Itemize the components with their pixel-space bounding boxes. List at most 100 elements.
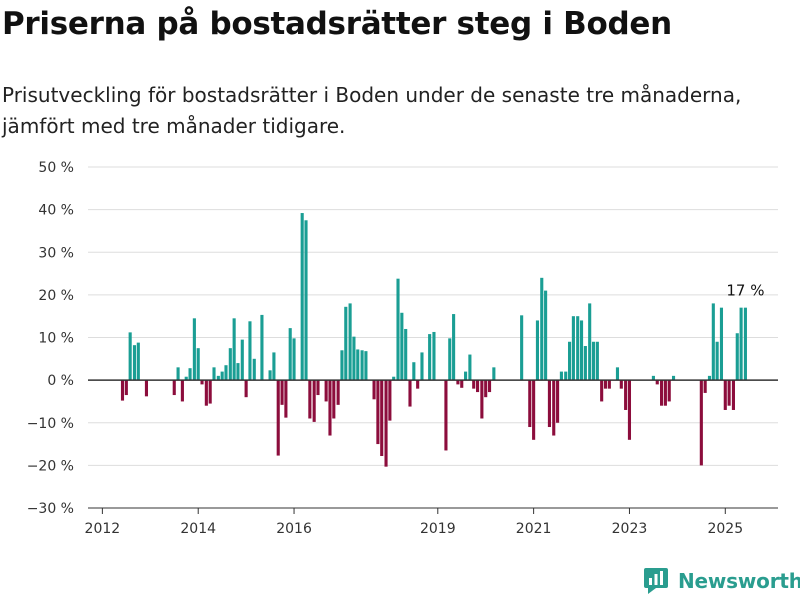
bar xyxy=(600,380,604,402)
bar xyxy=(735,333,739,381)
x-tick-label: 2025 xyxy=(707,521,743,537)
bar xyxy=(316,380,320,396)
bar xyxy=(268,370,272,381)
bar xyxy=(624,380,628,410)
bar xyxy=(312,380,316,422)
bar xyxy=(452,314,456,381)
bar xyxy=(196,348,200,381)
y-tick-label: 20 % xyxy=(38,288,74,304)
bar xyxy=(132,345,137,381)
bar xyxy=(384,380,388,467)
bar xyxy=(544,290,548,381)
bar xyxy=(591,341,596,381)
bar xyxy=(240,339,244,381)
bar xyxy=(224,365,228,381)
bar xyxy=(651,375,655,381)
bar xyxy=(340,350,344,381)
x-axis: 2012 2014 2016 2019 2021 2023 2025 xyxy=(85,507,778,537)
bar xyxy=(667,380,671,402)
bar xyxy=(432,331,436,381)
y-axis: −30 % −20 % −10 % 0 % 10 % 20 % 30 % 40 % 50 % xyxy=(27,160,74,517)
bar xyxy=(212,367,216,381)
bar xyxy=(487,380,492,393)
bars xyxy=(120,213,747,467)
bar xyxy=(660,380,664,406)
bar xyxy=(416,380,420,389)
bar xyxy=(388,380,392,421)
bar xyxy=(232,318,236,381)
bar xyxy=(607,380,611,389)
page-title: Priserna på bostadsrätter steg i Boden xyxy=(2,6,672,42)
bar xyxy=(124,380,128,396)
bar xyxy=(468,354,472,381)
y-tick-label: 50 % xyxy=(38,160,74,176)
bar xyxy=(420,352,424,381)
x-tick-label: 2023 xyxy=(612,521,648,537)
bar xyxy=(356,349,360,381)
bar xyxy=(184,376,188,381)
bar xyxy=(188,368,192,381)
bar xyxy=(472,380,476,389)
bar xyxy=(252,358,256,381)
bar xyxy=(576,316,580,381)
bar xyxy=(540,277,544,381)
bar xyxy=(715,341,719,381)
bar xyxy=(180,380,184,402)
bar xyxy=(571,316,575,381)
bar xyxy=(332,380,336,419)
bar xyxy=(484,380,488,398)
bar xyxy=(480,380,484,419)
bar xyxy=(172,380,176,396)
bar xyxy=(200,380,204,385)
bar xyxy=(492,367,496,381)
bar xyxy=(260,314,264,381)
bar xyxy=(228,348,232,381)
bar xyxy=(376,380,380,445)
bar xyxy=(136,342,140,381)
bar xyxy=(448,338,452,381)
bar xyxy=(336,380,340,405)
bar xyxy=(564,371,568,381)
bar xyxy=(547,380,551,428)
bar xyxy=(428,334,432,381)
x-tick-label: 2019 xyxy=(420,521,456,537)
bar xyxy=(380,380,384,456)
bar xyxy=(192,318,196,381)
bar xyxy=(663,380,667,406)
bar xyxy=(408,380,412,407)
annotation: 17 % xyxy=(726,282,764,300)
bar xyxy=(456,380,460,385)
bar xyxy=(360,350,364,381)
bar xyxy=(532,380,536,440)
bar xyxy=(276,380,280,456)
bar xyxy=(723,380,727,410)
bar xyxy=(464,371,468,381)
bar xyxy=(128,332,132,381)
bar xyxy=(404,328,408,381)
bar xyxy=(284,380,288,418)
bar xyxy=(280,380,284,405)
bar xyxy=(583,346,587,381)
bar xyxy=(288,328,292,381)
bar xyxy=(588,303,592,381)
bar xyxy=(707,375,712,381)
x-tick-label: 2016 xyxy=(276,521,312,537)
bar xyxy=(204,380,208,406)
bar xyxy=(739,307,743,381)
bar xyxy=(208,380,212,404)
bar xyxy=(396,278,400,381)
bar xyxy=(699,380,703,466)
bar xyxy=(176,367,180,381)
bar xyxy=(244,380,248,398)
bar xyxy=(556,380,560,423)
bar xyxy=(460,380,464,388)
bar xyxy=(400,312,404,381)
bar xyxy=(552,380,556,436)
bar xyxy=(120,380,125,401)
y-tick-label: −20 % xyxy=(27,458,74,474)
bar xyxy=(444,380,448,451)
bar xyxy=(292,338,296,381)
bar xyxy=(595,341,599,381)
bar xyxy=(308,380,312,419)
